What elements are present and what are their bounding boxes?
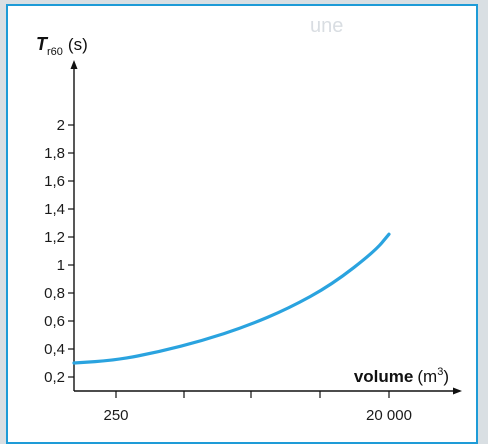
x-axis-unit-base: (m: [417, 367, 437, 386]
x-axis-unit-close: ): [443, 367, 449, 386]
y-axis-symbol: T: [36, 34, 49, 54]
y-tick-label: 0,2: [44, 369, 65, 386]
y-tick-label: 1,8: [44, 145, 65, 162]
y-tick-label: 0,6: [44, 313, 65, 330]
y-axis-unit: (s): [68, 35, 88, 54]
x-tick-label: 250: [103, 407, 128, 424]
y-tick-label: 2: [57, 117, 65, 134]
y-tick-label: 1,2: [44, 229, 65, 246]
x-axis-arrow: [453, 387, 462, 395]
x-axis-label: volume: [354, 367, 414, 386]
y-tick-label: 1,6: [44, 173, 65, 190]
y-tick-label: 1,4: [44, 201, 65, 218]
x-tick-label: 20 000: [366, 407, 412, 424]
y-axis-subscript: r60: [47, 46, 63, 58]
y-tick-label: 0,4: [44, 341, 65, 358]
chart-frame: [6, 4, 478, 444]
svg-text:Tr60(s): Tr60 (s): [36, 34, 88, 58]
y-tick-label: 1: [57, 257, 65, 274]
y-tick-label: 0,8: [44, 285, 65, 302]
x-axis-unit-sup: 3: [437, 366, 443, 378]
y-axis-title: Tr60 (s): [36, 34, 88, 58]
y-axis-arrow: [70, 60, 78, 69]
x-axis-title: volume (m3): [354, 366, 449, 386]
bleed-through-text: une: [310, 15, 343, 37]
svg-text:volume(m3): volume (m3): [354, 366, 449, 386]
series-line: [72, 232, 391, 365]
